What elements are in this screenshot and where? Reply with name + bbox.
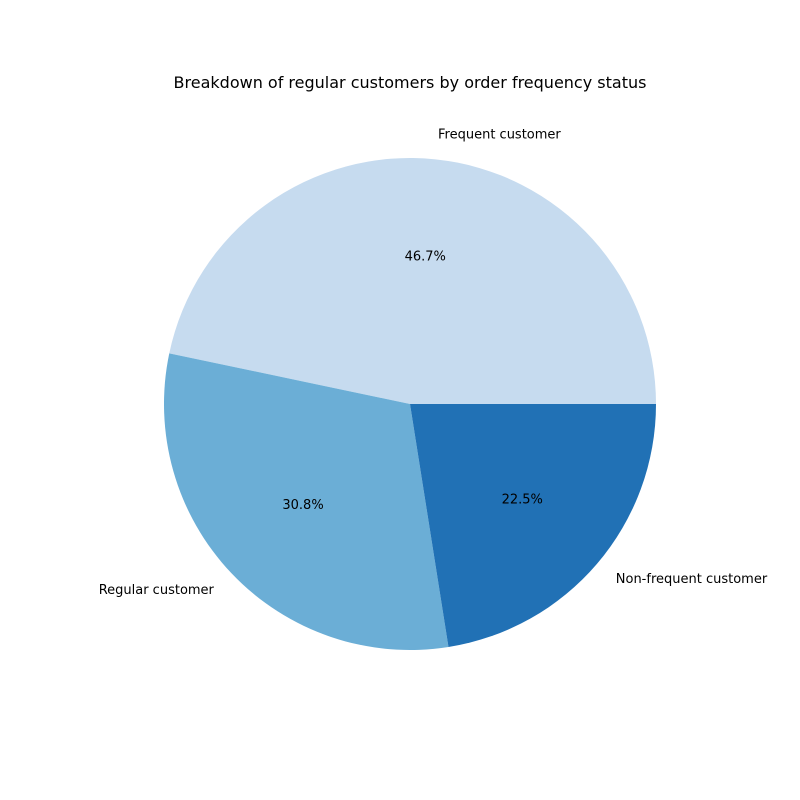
slice-category-label: Regular customer	[99, 583, 215, 598]
pie-slice-non-frequent-customer	[410, 404, 656, 647]
slice-percent-label: 22.5%	[502, 492, 543, 507]
slice-category-label: Non-frequent customer	[616, 572, 768, 587]
pie-slice-regular-customer	[164, 353, 449, 651]
pie-labels: 46.7% Frequent customer 30.8% Regular custo…	[99, 127, 768, 598]
chart-title: Breakdown of regular customers by order …	[174, 73, 647, 92]
pie-slices	[164, 158, 656, 651]
slice-category-label: Frequent customer	[438, 127, 561, 142]
pie-slice-frequent-customer	[169, 158, 656, 404]
slice-percent-label: 30.8%	[282, 498, 323, 513]
slice-percent-label: 46.7%	[405, 250, 446, 265]
